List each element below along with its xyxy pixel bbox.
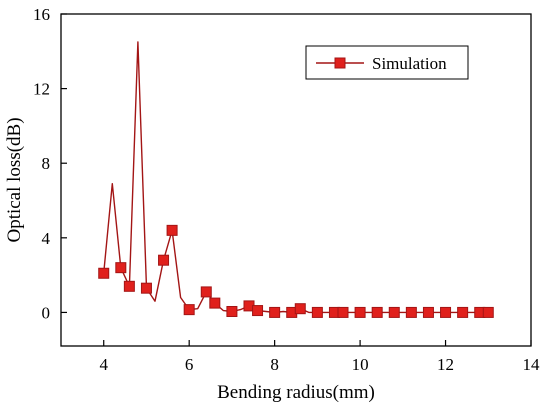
legend-marker-sample xyxy=(334,57,346,69)
data-point-marker xyxy=(294,303,306,315)
x-axis-label: Bending radius(mm) xyxy=(217,382,375,403)
data-series xyxy=(98,41,494,318)
data-point-marker xyxy=(388,306,400,318)
data-point-marker xyxy=(482,306,494,318)
data-point-marker xyxy=(183,304,195,316)
data-point-marker xyxy=(252,305,264,317)
data-point-marker xyxy=(123,280,135,292)
y-tick-label: 12 xyxy=(33,80,50,99)
axis-ticks: 4 6 8 10 12 14 0 4 8 12 16 xyxy=(33,5,540,374)
data-point-marker xyxy=(354,306,366,318)
x-tick-label: 8 xyxy=(270,355,279,374)
data-point-marker xyxy=(311,306,323,318)
data-point-marker xyxy=(98,267,110,279)
legend-label: Simulation xyxy=(372,54,447,73)
y-tick-label: 8 xyxy=(42,154,51,173)
plot-frame xyxy=(60,13,532,347)
x-tick-label: 10 xyxy=(352,355,369,374)
data-point-marker xyxy=(371,306,383,318)
x-tick-label: 6 xyxy=(185,355,194,374)
data-point-marker xyxy=(209,297,221,309)
x-tick-label: 14 xyxy=(523,355,541,374)
y-axis-label: Optical loss(dB) xyxy=(4,117,25,242)
data-point-marker xyxy=(422,306,434,318)
data-point-marker xyxy=(140,282,152,294)
y-tick-label: 16 xyxy=(33,5,50,24)
data-point-marker xyxy=(337,306,349,318)
series-line xyxy=(103,41,489,314)
y-tick-label: 4 xyxy=(42,229,51,248)
data-point-marker xyxy=(440,306,452,318)
data-point-marker xyxy=(200,286,212,298)
x-tick-label: 12 xyxy=(437,355,454,374)
data-point-marker xyxy=(269,306,281,318)
y-tick-label: 0 xyxy=(42,303,51,322)
data-point-marker xyxy=(457,306,469,318)
data-point-marker xyxy=(115,262,127,274)
data-point-marker xyxy=(158,254,170,266)
legend: Simulation xyxy=(305,45,469,80)
data-point-marker xyxy=(226,305,238,317)
data-point-marker xyxy=(166,224,178,236)
data-point-marker xyxy=(405,306,417,318)
x-tick-label: 4 xyxy=(99,355,108,374)
